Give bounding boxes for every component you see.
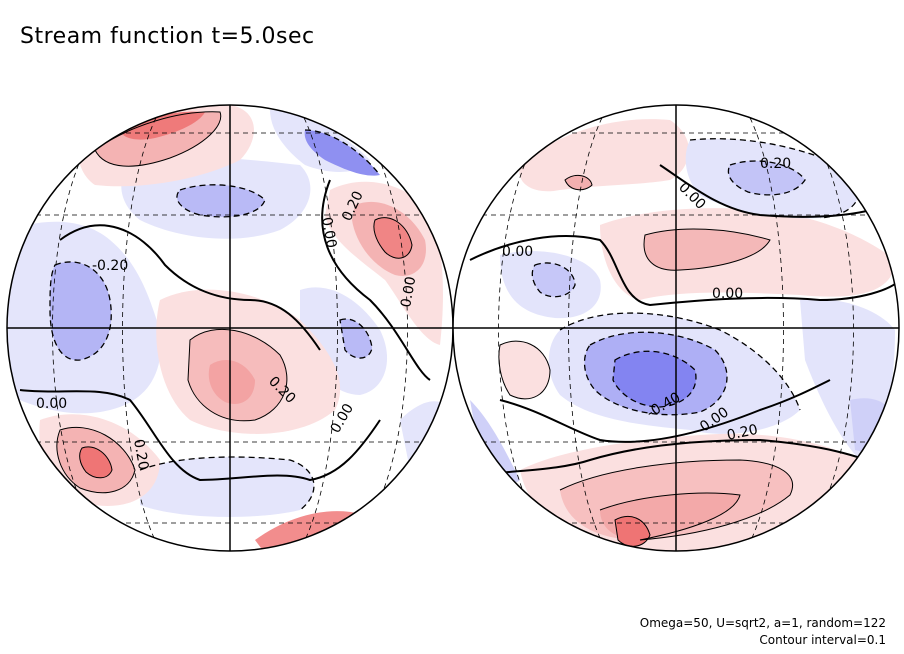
left-pos-strong-region <box>79 446 112 478</box>
left-pos-strong-region <box>208 360 255 404</box>
right-neg-mid-region <box>532 262 575 297</box>
right-neg-weak-region <box>470 400 520 483</box>
contour-label: -0.20 <box>92 258 128 274</box>
contour-label: 0.00 <box>712 286 743 302</box>
left-neg-weak-region <box>140 457 314 517</box>
left-pos-strong-region <box>120 111 205 140</box>
right-hemisphere: 0.20 0.00 0.00 0.00 -0.40 0.00 0.20 <box>452 104 900 552</box>
right-neg-mid-region <box>728 160 805 195</box>
left-neg-mid-region <box>176 184 265 217</box>
contour-label: 0.00 <box>398 275 419 308</box>
right-pos-weak-region <box>565 175 592 190</box>
contour-label: 0.20 <box>760 156 791 172</box>
right-field <box>453 105 899 551</box>
right-pos-weak-region <box>519 119 689 192</box>
right-neg-strong-region <box>613 351 696 407</box>
footer-contour-interval: Contour interval=0.1 <box>759 633 886 647</box>
left-pos-strong-region <box>373 217 412 259</box>
footer-parameters: Omega=50, U=sqrt2, a=1, random=122 <box>639 616 886 630</box>
left-zero-contours <box>19 179 431 482</box>
left-contours <box>56 111 413 494</box>
right-pos-strong-region <box>615 516 650 547</box>
right-globe-outline <box>452 104 900 552</box>
contour-label: 0.20 <box>130 438 151 471</box>
contour-label: 0.00 <box>36 396 67 412</box>
left-negative-contours <box>49 129 381 511</box>
contour-label: 0.20 <box>726 422 760 444</box>
right-pos-weak-region <box>498 341 550 399</box>
left-neg-mid-region <box>340 319 372 359</box>
left-neg-strong-region <box>304 130 380 176</box>
right-neg-weak-region <box>850 398 895 452</box>
right-contours <box>498 174 793 547</box>
right-negative-contours <box>531 138 860 416</box>
left-neg-mid-region <box>50 261 112 361</box>
contour-label: 0.00 <box>502 244 533 260</box>
left-hemisphere: -0.20 0.00 0.00 0.20 0.20 0.00 0.00 0.20 <box>6 104 454 552</box>
figure-title: Stream function t=5.0sec <box>20 24 315 49</box>
contour-label: 0.00 <box>318 216 339 249</box>
